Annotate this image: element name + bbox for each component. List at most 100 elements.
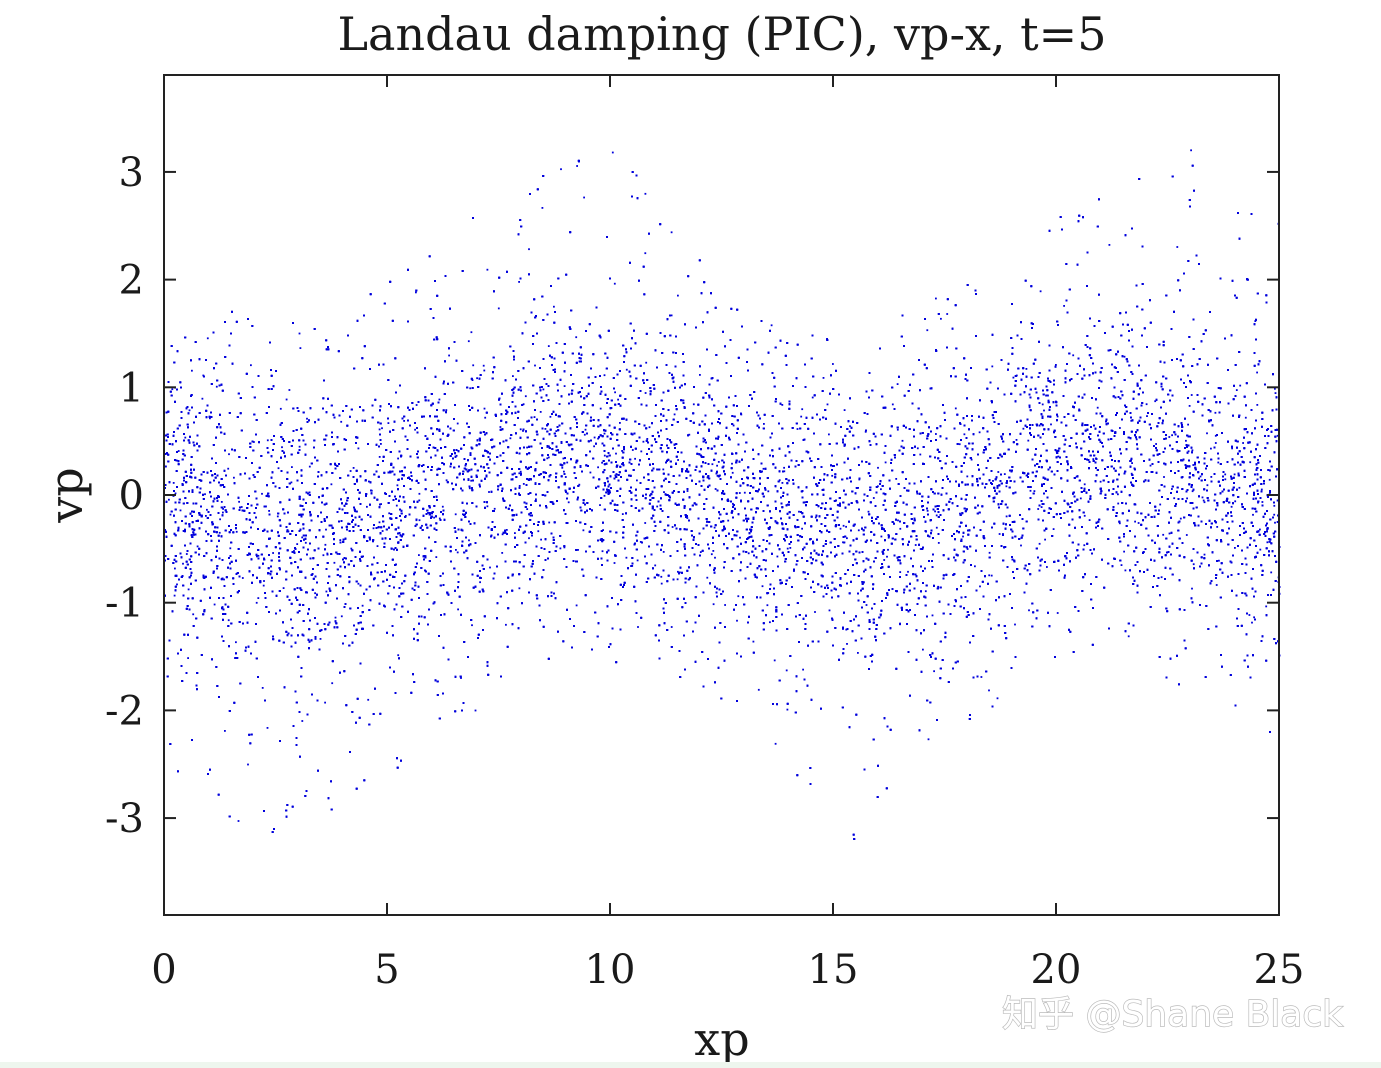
scatter-point: [1214, 442, 1217, 444]
scatter-point: [1191, 449, 1194, 452]
scatter-point: [842, 524, 845, 527]
scatter-point: [330, 483, 333, 486]
scatter-point: [484, 416, 487, 419]
scatter-point: [731, 462, 733, 465]
scatter-point: [1117, 493, 1119, 496]
scatter-point: [1108, 244, 1111, 246]
scatter-point: [1230, 505, 1233, 508]
scatter-point: [564, 476, 567, 478]
scatter-point: [992, 480, 994, 482]
scatter-point: [415, 404, 418, 406]
scatter-point: [814, 516, 817, 519]
scatter-point: [631, 449, 634, 451]
scatter-point: [539, 411, 542, 413]
scatter-point: [493, 507, 496, 510]
scatter-point: [946, 313, 949, 315]
scatter-point: [1042, 503, 1045, 505]
scatter-point: [229, 547, 232, 550]
scatter-point: [897, 519, 899, 522]
scatter-point: [304, 541, 307, 544]
scatter-point: [895, 478, 898, 480]
scatter-point: [899, 571, 902, 573]
scatter-point: [1020, 544, 1022, 547]
scatter-point: [509, 437, 512, 440]
scatter-point: [621, 450, 623, 452]
scatter-point: [290, 481, 293, 484]
scatter-point: [468, 539, 470, 542]
scatter-point: [548, 521, 551, 524]
scatter-point: [991, 365, 994, 368]
scatter-point: [988, 574, 991, 577]
scatter-point: [998, 533, 1001, 535]
scatter-point: [738, 492, 741, 494]
scatter-point: [877, 466, 879, 469]
scatter-point: [489, 566, 491, 569]
scatter-point: [924, 590, 927, 593]
scatter-point: [979, 585, 981, 588]
scatter-point: [482, 364, 485, 367]
scatter-point: [1145, 403, 1148, 406]
scatter-point: [185, 553, 188, 555]
scatter-point: [1249, 461, 1252, 464]
scatter-point: [677, 294, 679, 297]
scatter-point: [1168, 436, 1171, 438]
scatter-point: [205, 515, 207, 517]
scatter-point: [215, 385, 218, 388]
scatter-point: [541, 207, 544, 209]
scatter-point: [1083, 544, 1086, 547]
scatter-point: [333, 561, 336, 564]
scatter-points: [164, 149, 1281, 840]
scatter-point: [832, 363, 834, 365]
scatter-point: [460, 677, 462, 679]
scatter-point: [563, 470, 565, 473]
scatter-point: [518, 587, 521, 590]
scatter-point: [880, 535, 883, 538]
scatter-point: [1078, 408, 1081, 411]
scatter-point: [1215, 584, 1218, 586]
scatter-point: [1052, 528, 1055, 530]
scatter-point: [1149, 464, 1152, 467]
scatter-point: [849, 425, 851, 428]
scatter-point: [677, 459, 679, 461]
scatter-point: [857, 652, 859, 654]
scatter-point: [350, 547, 353, 550]
scatter-point: [644, 252, 647, 255]
scatter-point: [603, 494, 606, 497]
scatter-point: [997, 471, 1000, 473]
scatter-point: [455, 454, 458, 457]
scatter-point: [247, 763, 249, 766]
scatter-point: [526, 446, 528, 449]
scatter-point: [963, 433, 966, 436]
scatter-point: [555, 430, 558, 432]
scatter-point: [1199, 475, 1202, 478]
scatter-point: [636, 559, 639, 562]
scatter-point: [468, 487, 471, 490]
scatter-point: [732, 502, 734, 505]
scatter-point: [380, 503, 382, 505]
scatter-point: [1022, 427, 1025, 430]
scatter-point: [421, 524, 423, 527]
scatter-point: [996, 697, 999, 700]
scatter-point: [933, 670, 935, 673]
scatter-point: [1057, 455, 1060, 458]
scatter-point: [456, 551, 459, 554]
scatter-point: [980, 676, 983, 678]
scatter-point: [1075, 475, 1078, 478]
scatter-point: [1238, 486, 1241, 489]
scatter-point: [549, 415, 552, 418]
scatter-point: [1214, 434, 1217, 437]
scatter-point: [582, 529, 585, 532]
scatter-point: [301, 720, 304, 722]
scatter-point: [959, 512, 961, 515]
scatter-point: [716, 474, 719, 477]
scatter-point: [224, 730, 226, 732]
scatter-point: [614, 391, 616, 394]
scatter-point: [1171, 488, 1173, 490]
scatter-point: [1190, 394, 1193, 396]
scatter-point: [828, 609, 831, 612]
scatter-point: [826, 403, 829, 406]
scatter-point: [842, 541, 844, 544]
scatter-point: [714, 488, 717, 490]
scatter-point: [846, 643, 848, 645]
scatter-point: [526, 508, 529, 510]
